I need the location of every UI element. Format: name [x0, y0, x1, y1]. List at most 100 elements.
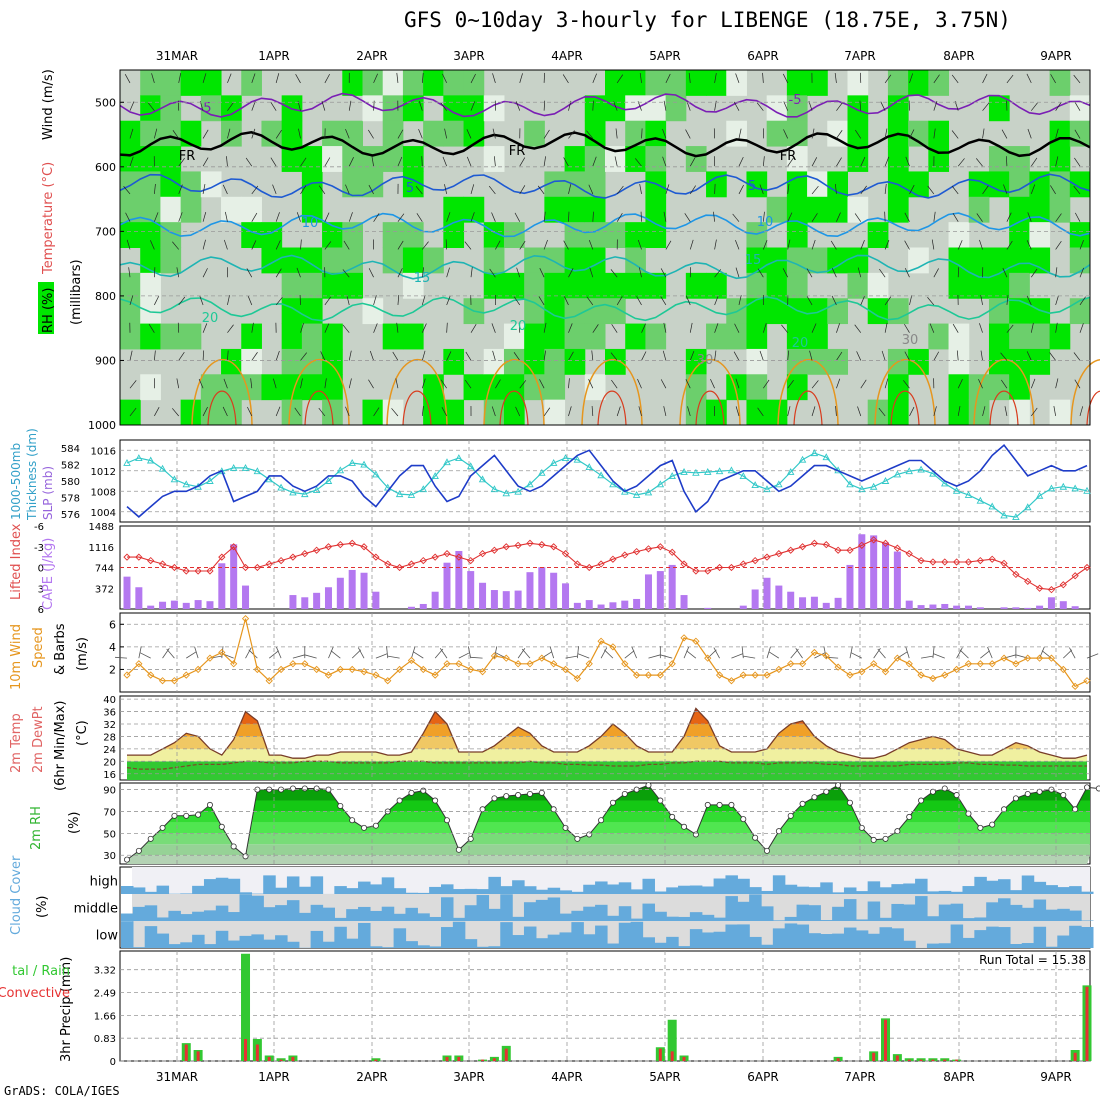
wind-barb — [549, 646, 555, 659]
cloud-bar — [583, 934, 596, 948]
rh-cell — [706, 272, 727, 299]
cloud-bar — [488, 908, 501, 921]
precip-conv-bar — [955, 1059, 959, 1061]
thickness-point — [135, 454, 143, 461]
wind-barb — [139, 652, 151, 659]
wind-barb — [324, 73, 330, 84]
rh-cell — [382, 323, 404, 350]
wind-barb — [543, 100, 546, 111]
rh-cell — [645, 120, 667, 147]
wind-barb — [172, 408, 179, 417]
rh-cell — [625, 120, 646, 147]
cloud-bar — [595, 881, 608, 894]
wind-barb — [397, 294, 400, 305]
contour-line — [581, 358, 643, 426]
thickness-point — [561, 454, 570, 461]
rh-cell — [140, 196, 161, 223]
wind-barb — [270, 157, 277, 167]
wind-barb — [300, 239, 302, 250]
cloud-bar — [1009, 944, 1023, 948]
cloud-bar — [855, 891, 869, 894]
cloud-bar — [263, 907, 276, 921]
cloud-bar — [796, 886, 810, 894]
wind-barb — [1001, 129, 1008, 139]
thickness-point — [692, 468, 700, 476]
rh-cell — [160, 196, 182, 223]
wind-speed-point — [265, 677, 273, 685]
li-point — [395, 563, 404, 572]
cloud-bar — [346, 909, 359, 921]
wind-barb — [757, 268, 764, 278]
wind-barb — [781, 324, 788, 333]
rh-point — [301, 785, 308, 792]
wind-barb — [346, 295, 350, 306]
precip-conv-bar — [184, 1044, 188, 1061]
wind-barb — [783, 129, 789, 139]
contour-line — [777, 358, 839, 426]
wind-barb — [300, 323, 304, 333]
wind-barb — [415, 185, 423, 195]
cloud-bar — [405, 892, 418, 894]
wind-barb — [1055, 102, 1062, 111]
thickness-point — [360, 460, 368, 468]
rh-cell — [241, 348, 262, 375]
wind-barb — [879, 268, 886, 278]
rh-cell — [200, 171, 222, 198]
wind-barb — [663, 100, 667, 111]
li-point — [976, 556, 984, 565]
cloud-bar — [666, 887, 679, 894]
wind-barb — [275, 240, 281, 250]
wind-barb — [154, 295, 160, 306]
rh-band — [127, 844, 1090, 856]
cloud-bar — [986, 880, 999, 894]
cloud-bar — [903, 940, 916, 948]
wind-barb — [275, 296, 283, 306]
wind-barb — [1049, 352, 1056, 361]
rh-cell — [483, 348, 505, 375]
cape-bar — [621, 600, 629, 609]
wind-barb — [663, 406, 667, 417]
cloud-bar — [464, 905, 478, 921]
wind-barb — [351, 649, 362, 659]
wind-barb — [418, 129, 423, 139]
wind-barb — [763, 240, 768, 250]
wind-barb — [831, 295, 837, 306]
cape-bar — [218, 563, 226, 609]
rh-cell — [301, 323, 323, 350]
cape-tick-label: 1488 — [89, 522, 114, 533]
wind-barb — [743, 655, 756, 659]
wind-barb — [589, 267, 594, 278]
cloud-bar — [737, 924, 750, 948]
rh-cell — [847, 95, 869, 122]
cape-bar — [324, 587, 332, 609]
rh-point — [491, 795, 498, 802]
cloud-bar — [950, 924, 964, 948]
rh-cell — [685, 272, 707, 299]
wind-barb — [592, 100, 594, 111]
cloud-bar — [286, 900, 300, 921]
thickness-point — [739, 472, 748, 480]
cloud-bar — [512, 935, 525, 948]
rh-cell — [241, 196, 262, 223]
thickness-point — [632, 491, 641, 498]
cloud-bar — [192, 885, 205, 894]
cloud-bar — [215, 877, 229, 894]
rh-point — [764, 847, 771, 854]
rh-cell — [1009, 399, 1030, 426]
wind-barb — [976, 158, 983, 167]
wind-speed-point — [597, 637, 605, 645]
wind-speed-point — [277, 665, 285, 674]
cloud-bar — [713, 917, 727, 921]
rh-cell — [241, 222, 262, 248]
wind-barb — [225, 211, 228, 222]
wind-barb — [492, 350, 496, 361]
li-point — [289, 553, 297, 561]
li-point — [929, 558, 937, 566]
wind-barb — [563, 295, 569, 306]
wind-barb — [638, 267, 642, 278]
rh-cell — [1009, 298, 1030, 325]
wind-barb — [421, 72, 424, 83]
cloud-bar — [441, 884, 454, 894]
precip-conv-bar — [884, 1019, 888, 1061]
rh-cell — [1029, 298, 1051, 325]
